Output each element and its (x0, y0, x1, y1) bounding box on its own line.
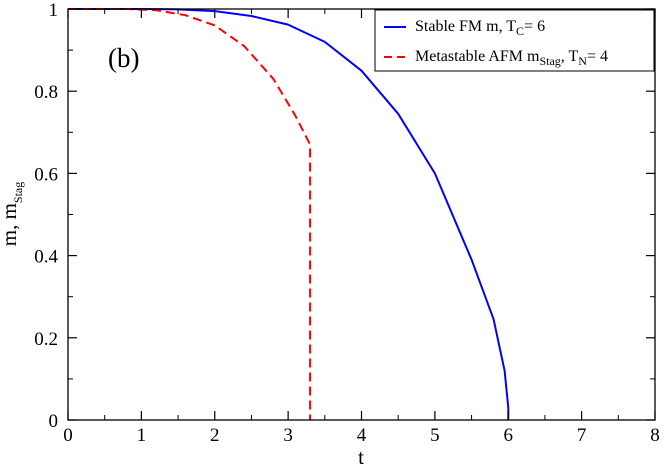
legend: Stable FM m, TC= 6 Metastable AFM mStag,… (374, 9, 655, 72)
x-tick-label: 0 (63, 425, 73, 446)
x-tick-label: 5 (430, 425, 440, 446)
legend-label-metastable: Metastable AFM mStag, TN= 4 (415, 48, 608, 68)
series-line-metastable (68, 8, 312, 420)
y-tick-label: 0 (49, 411, 59, 432)
y-tick-label: 0.8 (34, 82, 58, 103)
x-tick-label: 7 (577, 425, 587, 446)
x-axis-title: t (358, 445, 364, 467)
x-tick-label: 8 (650, 425, 660, 446)
x-tick-label: 3 (283, 425, 293, 446)
y-tick-label: 1 (49, 0, 59, 21)
y-tick-label: 0.4 (34, 247, 58, 268)
y-axis-title: m, mStag (0, 182, 25, 247)
series-line-stable (68, 8, 510, 420)
legend-label-stable: Stable FM m, TC= 6 (415, 18, 545, 38)
y-tick-label: 0.2 (34, 329, 58, 350)
y-tick-label: 0.6 (34, 164, 58, 185)
x-tick-label: 1 (137, 425, 147, 446)
x-tick-label: 6 (504, 425, 514, 446)
legend-box (374, 9, 655, 72)
panel-annotation: (b) (108, 43, 139, 73)
x-tick-label: 4 (357, 425, 367, 446)
x-tick-label: 2 (210, 425, 220, 446)
